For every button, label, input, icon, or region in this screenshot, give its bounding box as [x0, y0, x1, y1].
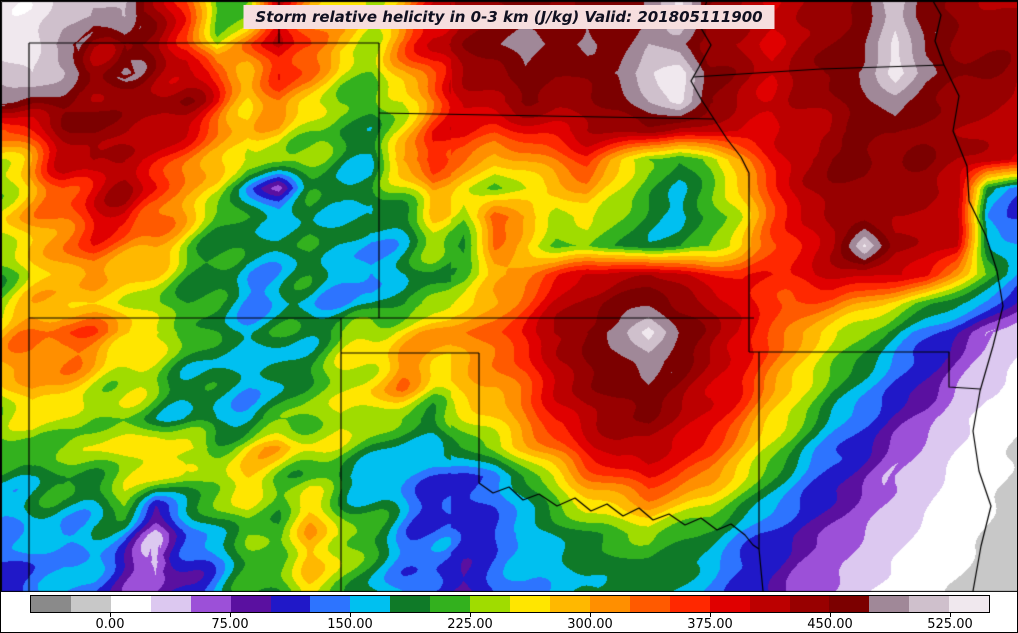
colorbar-segment: [909, 596, 950, 612]
colorbar-tick: [110, 613, 111, 617]
colorbar-segment: [510, 596, 550, 612]
colorbar-tick-label: 375.00: [687, 617, 733, 632]
colorbar-tick: [950, 613, 951, 617]
colorbar-segment: [230, 596, 271, 612]
colorbar-segment: [350, 596, 391, 612]
colorbar-segment: [31, 596, 71, 612]
colorbar-segment: [190, 596, 231, 612]
colorbar-tick-label: 225.00: [447, 617, 493, 632]
colorbar-segment: [829, 596, 870, 612]
colorbar-segment: [390, 596, 431, 612]
chart-title: Storm relative helicity in 0-3 km (J/kg)…: [243, 5, 775, 29]
colorbar-segment: [110, 596, 151, 612]
colorbar-tick: [830, 613, 831, 617]
colorbar-segment: [749, 596, 790, 612]
colorbar-segment: [789, 596, 830, 612]
colorbar: [30, 595, 990, 613]
colorbar-segment: [589, 596, 630, 612]
colorbar-segment: [270, 596, 311, 612]
colorbar-segment: [430, 596, 471, 612]
colorbar-segment: [709, 596, 750, 612]
colorbar-segment: [70, 596, 111, 612]
colorbar-tick: [710, 613, 711, 617]
colorbar-tick: [470, 613, 471, 617]
colorbar-tick-label: 450.00: [807, 617, 853, 632]
helicity-field-canvas: [1, 1, 1017, 592]
colorbar-tick-label: 75.00: [211, 617, 249, 632]
colorbar-segment: [150, 596, 191, 612]
colorbar-tick-label: 150.00: [327, 617, 373, 632]
colorbar-segment: [629, 596, 670, 612]
colorbar-tick: [350, 613, 351, 617]
colorbar-tick: [230, 613, 231, 617]
colorbar-segment: [549, 596, 590, 612]
colorbar-segment: [869, 596, 910, 612]
colorbar-tick-label: 525.00: [927, 617, 973, 632]
colorbar-segment: [669, 596, 710, 612]
colorbar-segment: [949, 596, 990, 612]
colorbar-tick-label: 300.00: [567, 617, 613, 632]
colorbar-segment: [310, 596, 351, 612]
colorbar-tick-label: 0.00: [95, 617, 125, 632]
colorbar-segment: [470, 596, 511, 612]
colorbar-tick: [590, 613, 591, 617]
